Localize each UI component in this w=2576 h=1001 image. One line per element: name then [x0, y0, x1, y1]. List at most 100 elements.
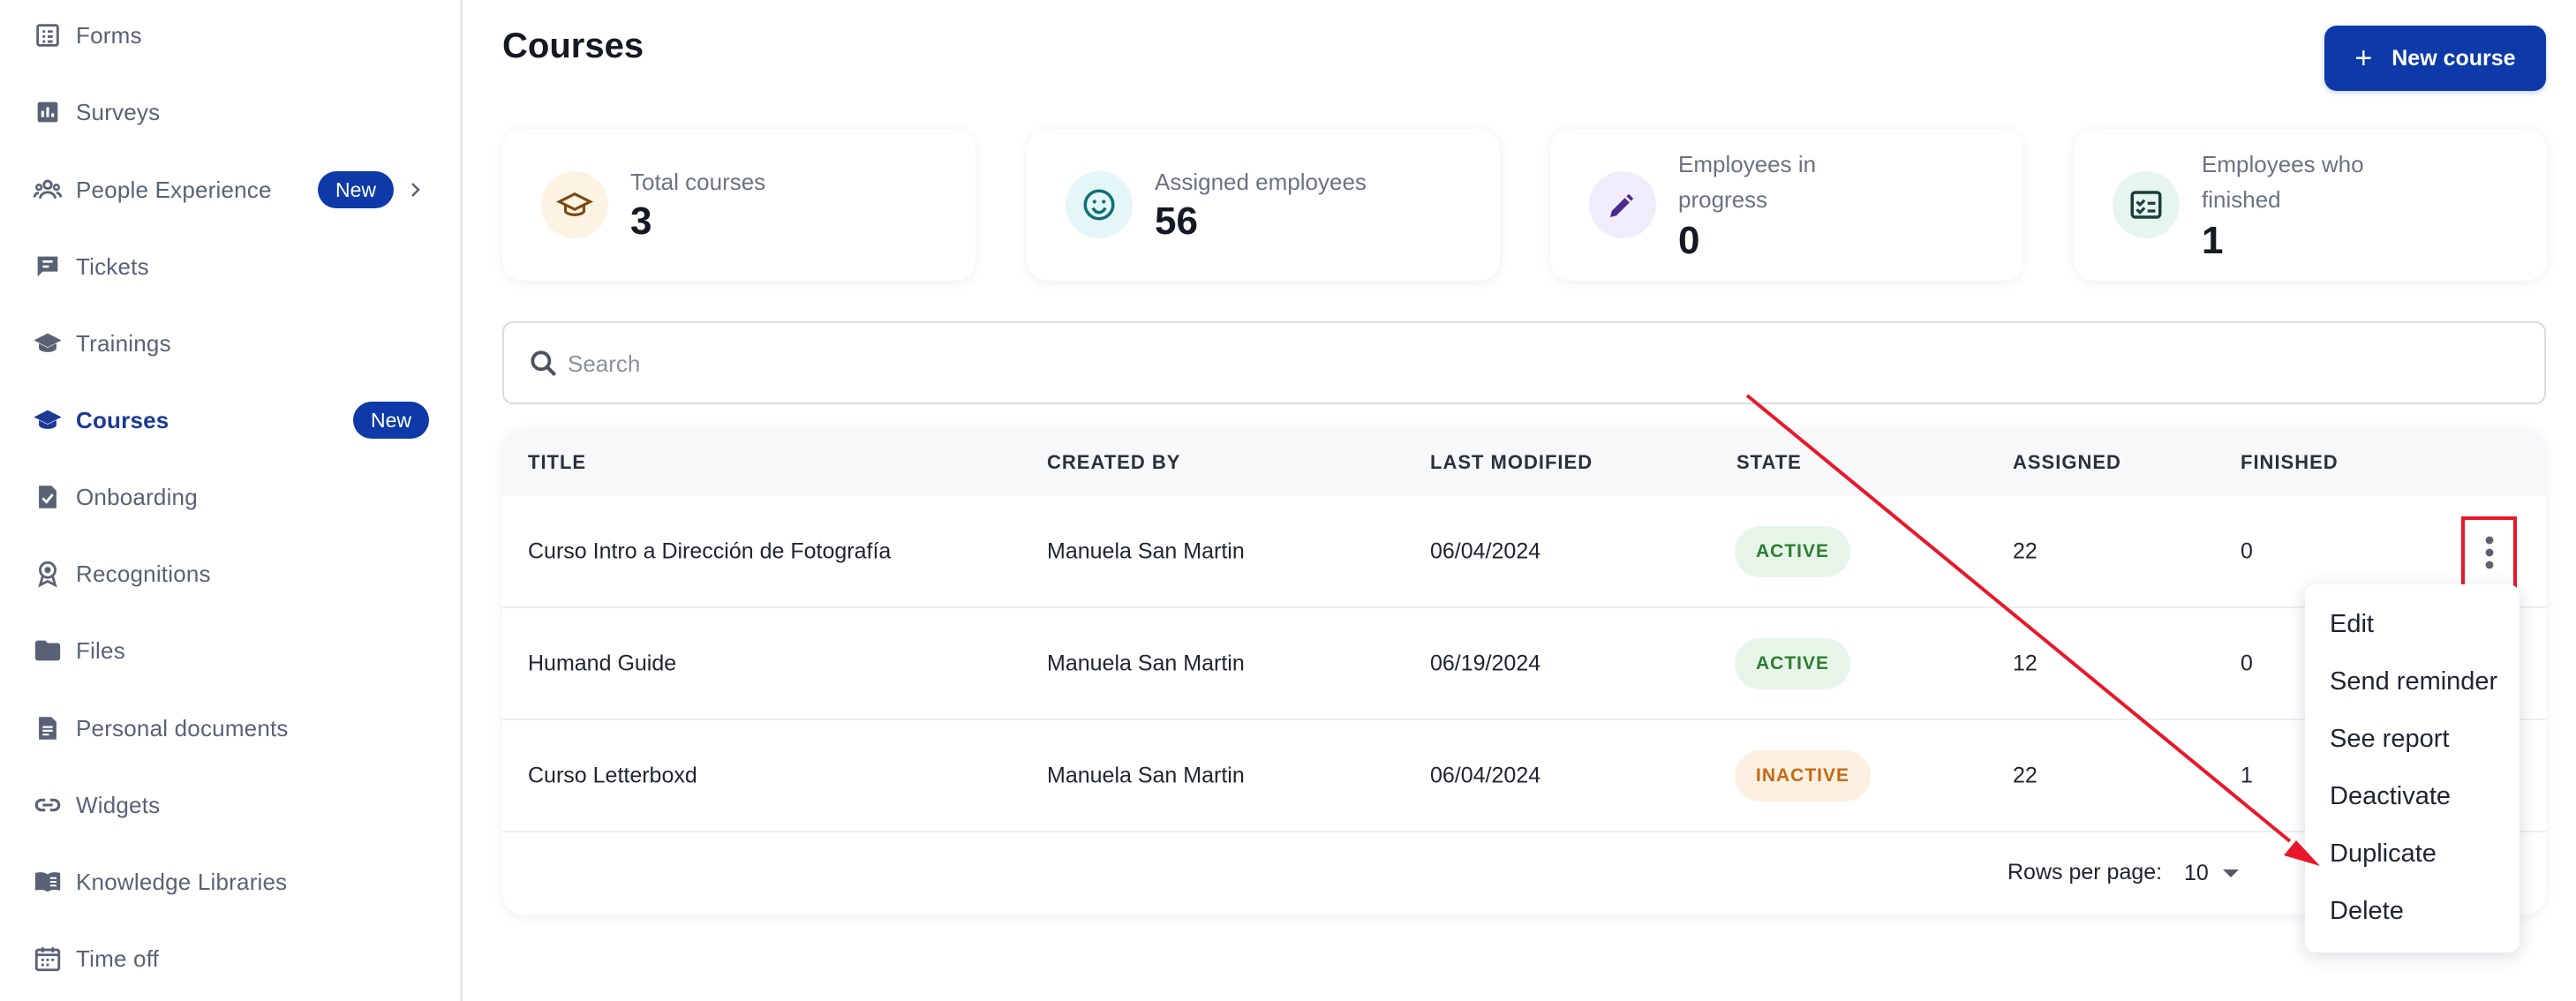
status-badge: ACTIVE: [1735, 525, 1851, 577]
cell-title: Humand Guide: [528, 651, 677, 675]
link-icon: [30, 787, 65, 823]
sidebar-item-label: Surveys: [76, 98, 161, 125]
column-header-title[interactable]: TITLE: [528, 451, 587, 473]
sidebar-item-time-off[interactable]: Time off: [0, 928, 460, 990]
column-header-finished[interactable]: FINISHED: [2241, 451, 2339, 473]
menu-item-delete[interactable]: Delete: [2330, 896, 2404, 925]
sidebar-item-widgets[interactable]: Widgets: [0, 774, 460, 836]
graduation-cap-icon: [30, 403, 65, 438]
column-header-created-by[interactable]: CREATED BY: [1047, 451, 1181, 473]
sidebar-item-label: Widgets: [76, 791, 161, 818]
stat-card-employees-who-finished: Employees who finished 1: [2074, 129, 2547, 281]
stat-label: Employees in progress: [1678, 151, 1817, 213]
chevron-down-icon: [2222, 869, 2239, 877]
stat-value: 3: [630, 199, 652, 243]
menu-item-edit[interactable]: Edit: [2330, 609, 2374, 638]
calendar-icon: [30, 941, 65, 976]
column-header-state[interactable]: STATE: [1736, 451, 1802, 473]
cell-last-modified: 06/04/2024: [1430, 538, 1541, 563]
more-vertical-icon: [2485, 536, 2493, 569]
table-row[interactable]: Humand Guide Manuela San Martin 06/19/20…: [502, 608, 2546, 720]
sidebar-item-forms[interactable]: Forms: [0, 4, 460, 66]
sidebar-item-label: Personal documents: [76, 714, 289, 741]
stat-card-employees-in-progress: Employees in progress 0: [1550, 129, 2023, 281]
chevron-right-icon[interactable]: [404, 179, 426, 200]
rows-per-page-label: Rows per page:: [2007, 860, 2163, 884]
status-badge: INACTIVE: [1735, 749, 1872, 802]
plus-icon: +: [2354, 41, 2373, 75]
cell-assigned: 22: [2013, 538, 2037, 563]
stat-value: 1: [2202, 219, 2224, 262]
sidebar-item-tickets[interactable]: Tickets: [0, 236, 460, 297]
rows-per-page-select[interactable]: 10: [2184, 858, 2246, 888]
stat-value: 0: [1678, 219, 1700, 262]
cell-created-by: Manuela San Martin: [1047, 651, 1245, 675]
status-badge: ACTIVE: [1735, 637, 1851, 689]
new-course-button[interactable]: + New course: [2324, 26, 2546, 91]
sidebar-item-label: Knowledge Libraries: [76, 868, 288, 895]
stat-label: Assigned employees: [1155, 169, 1367, 195]
sidebar-item-label: Time off: [76, 945, 160, 972]
cell-finished: 1: [2241, 763, 2253, 787]
graduation-cap-icon: [541, 171, 608, 238]
stat-label: Total courses: [630, 169, 766, 195]
table-header: TITLE CREATED BY LAST MODIFIED STATE ASS…: [502, 429, 2546, 496]
sidebar-item-label: Files: [76, 636, 125, 664]
new-badge: New: [318, 171, 395, 208]
sidebar-item-personal-documents[interactable]: Personal documents: [0, 697, 460, 759]
medal-icon: [30, 556, 65, 591]
search-box: [502, 321, 2546, 404]
sidebar-item-files[interactable]: Files: [0, 620, 460, 681]
sidebar-item-label: People Experience: [76, 176, 272, 203]
cell-last-modified: 06/04/2024: [1430, 763, 1541, 787]
sidebar-item-trainings[interactable]: Trainings: [0, 312, 460, 374]
cell-finished: 0: [2241, 651, 2253, 675]
stat-label: Employees who finished: [2202, 151, 2364, 213]
sidebar-item-surveys[interactable]: Surveys: [0, 81, 460, 143]
ticket-icon: [30, 249, 65, 284]
people-icon: [30, 172, 65, 207]
new-badge: New: [353, 402, 430, 439]
document-icon: [30, 711, 65, 746]
book-icon: [30, 864, 65, 899]
row-more-options-button[interactable]: [2461, 516, 2517, 589]
column-header-assigned[interactable]: ASSIGNED: [2013, 451, 2121, 473]
stat-card-total-courses: Total courses 3: [502, 129, 975, 281]
sidebar-item-label: Recognitions: [76, 560, 211, 587]
cell-created-by: Manuela San Martin: [1047, 763, 1245, 787]
sidebar-item-people-experience[interactable]: People Experience New: [0, 159, 460, 221]
page-title: Courses: [502, 26, 644, 65]
cell-created-by: Manuela San Martin: [1047, 538, 1245, 563]
stat-card-assigned-employees: Assigned employees 56: [1027, 129, 1500, 281]
menu-item-deactivate[interactable]: Deactivate: [2330, 781, 2452, 810]
form-icon: [30, 18, 65, 53]
bar-chart-icon: [30, 94, 65, 130]
table-row[interactable]: Curso Letterboxd Manuela San Martin 06/0…: [502, 720, 2546, 832]
menu-item-send-reminder[interactable]: Send reminder: [2330, 666, 2498, 696]
sidebar-item-label: Forms: [76, 21, 142, 49]
graduation-cap-icon: [30, 326, 65, 361]
search-icon: [531, 350, 557, 377]
sidebar: Forms Surveys People Experience New Tick…: [0, 0, 463, 1001]
column-header-last-modified[interactable]: LAST MODIFIED: [1430, 451, 1593, 473]
cell-title: Curso Intro a Dirección de Fotografía: [528, 538, 892, 563]
sidebar-item-courses[interactable]: Courses New: [0, 389, 460, 451]
row-actions-menu: Edit Send reminder See report Deactivate…: [2305, 584, 2520, 952]
cell-assigned: 12: [2013, 651, 2037, 675]
menu-item-duplicate[interactable]: Duplicate: [2330, 839, 2437, 868]
menu-item-see-report[interactable]: See report: [2330, 724, 2450, 753]
sidebar-item-label: Trainings: [76, 329, 171, 357]
sidebar-item-label: Onboarding: [76, 483, 198, 510]
onboarding-icon: [30, 479, 65, 515]
search-input[interactable]: [568, 339, 2510, 388]
folder-icon: [30, 633, 65, 668]
checklist-icon: [2113, 171, 2180, 238]
sidebar-item-knowledge-libraries[interactable]: Knowledge Libraries: [0, 851, 460, 913]
table-row[interactable]: Curso Intro a Dirección de Fotografía Ma…: [502, 496, 2546, 608]
cell-assigned: 22: [2013, 763, 2037, 787]
new-course-label: New course: [2391, 45, 2516, 71]
sidebar-item-recognitions[interactable]: Recognitions: [0, 543, 460, 605]
pencil-icon: [1589, 171, 1656, 238]
rows-per-page-value: 10: [2184, 860, 2209, 885]
sidebar-item-onboarding[interactable]: Onboarding: [0, 466, 460, 528]
